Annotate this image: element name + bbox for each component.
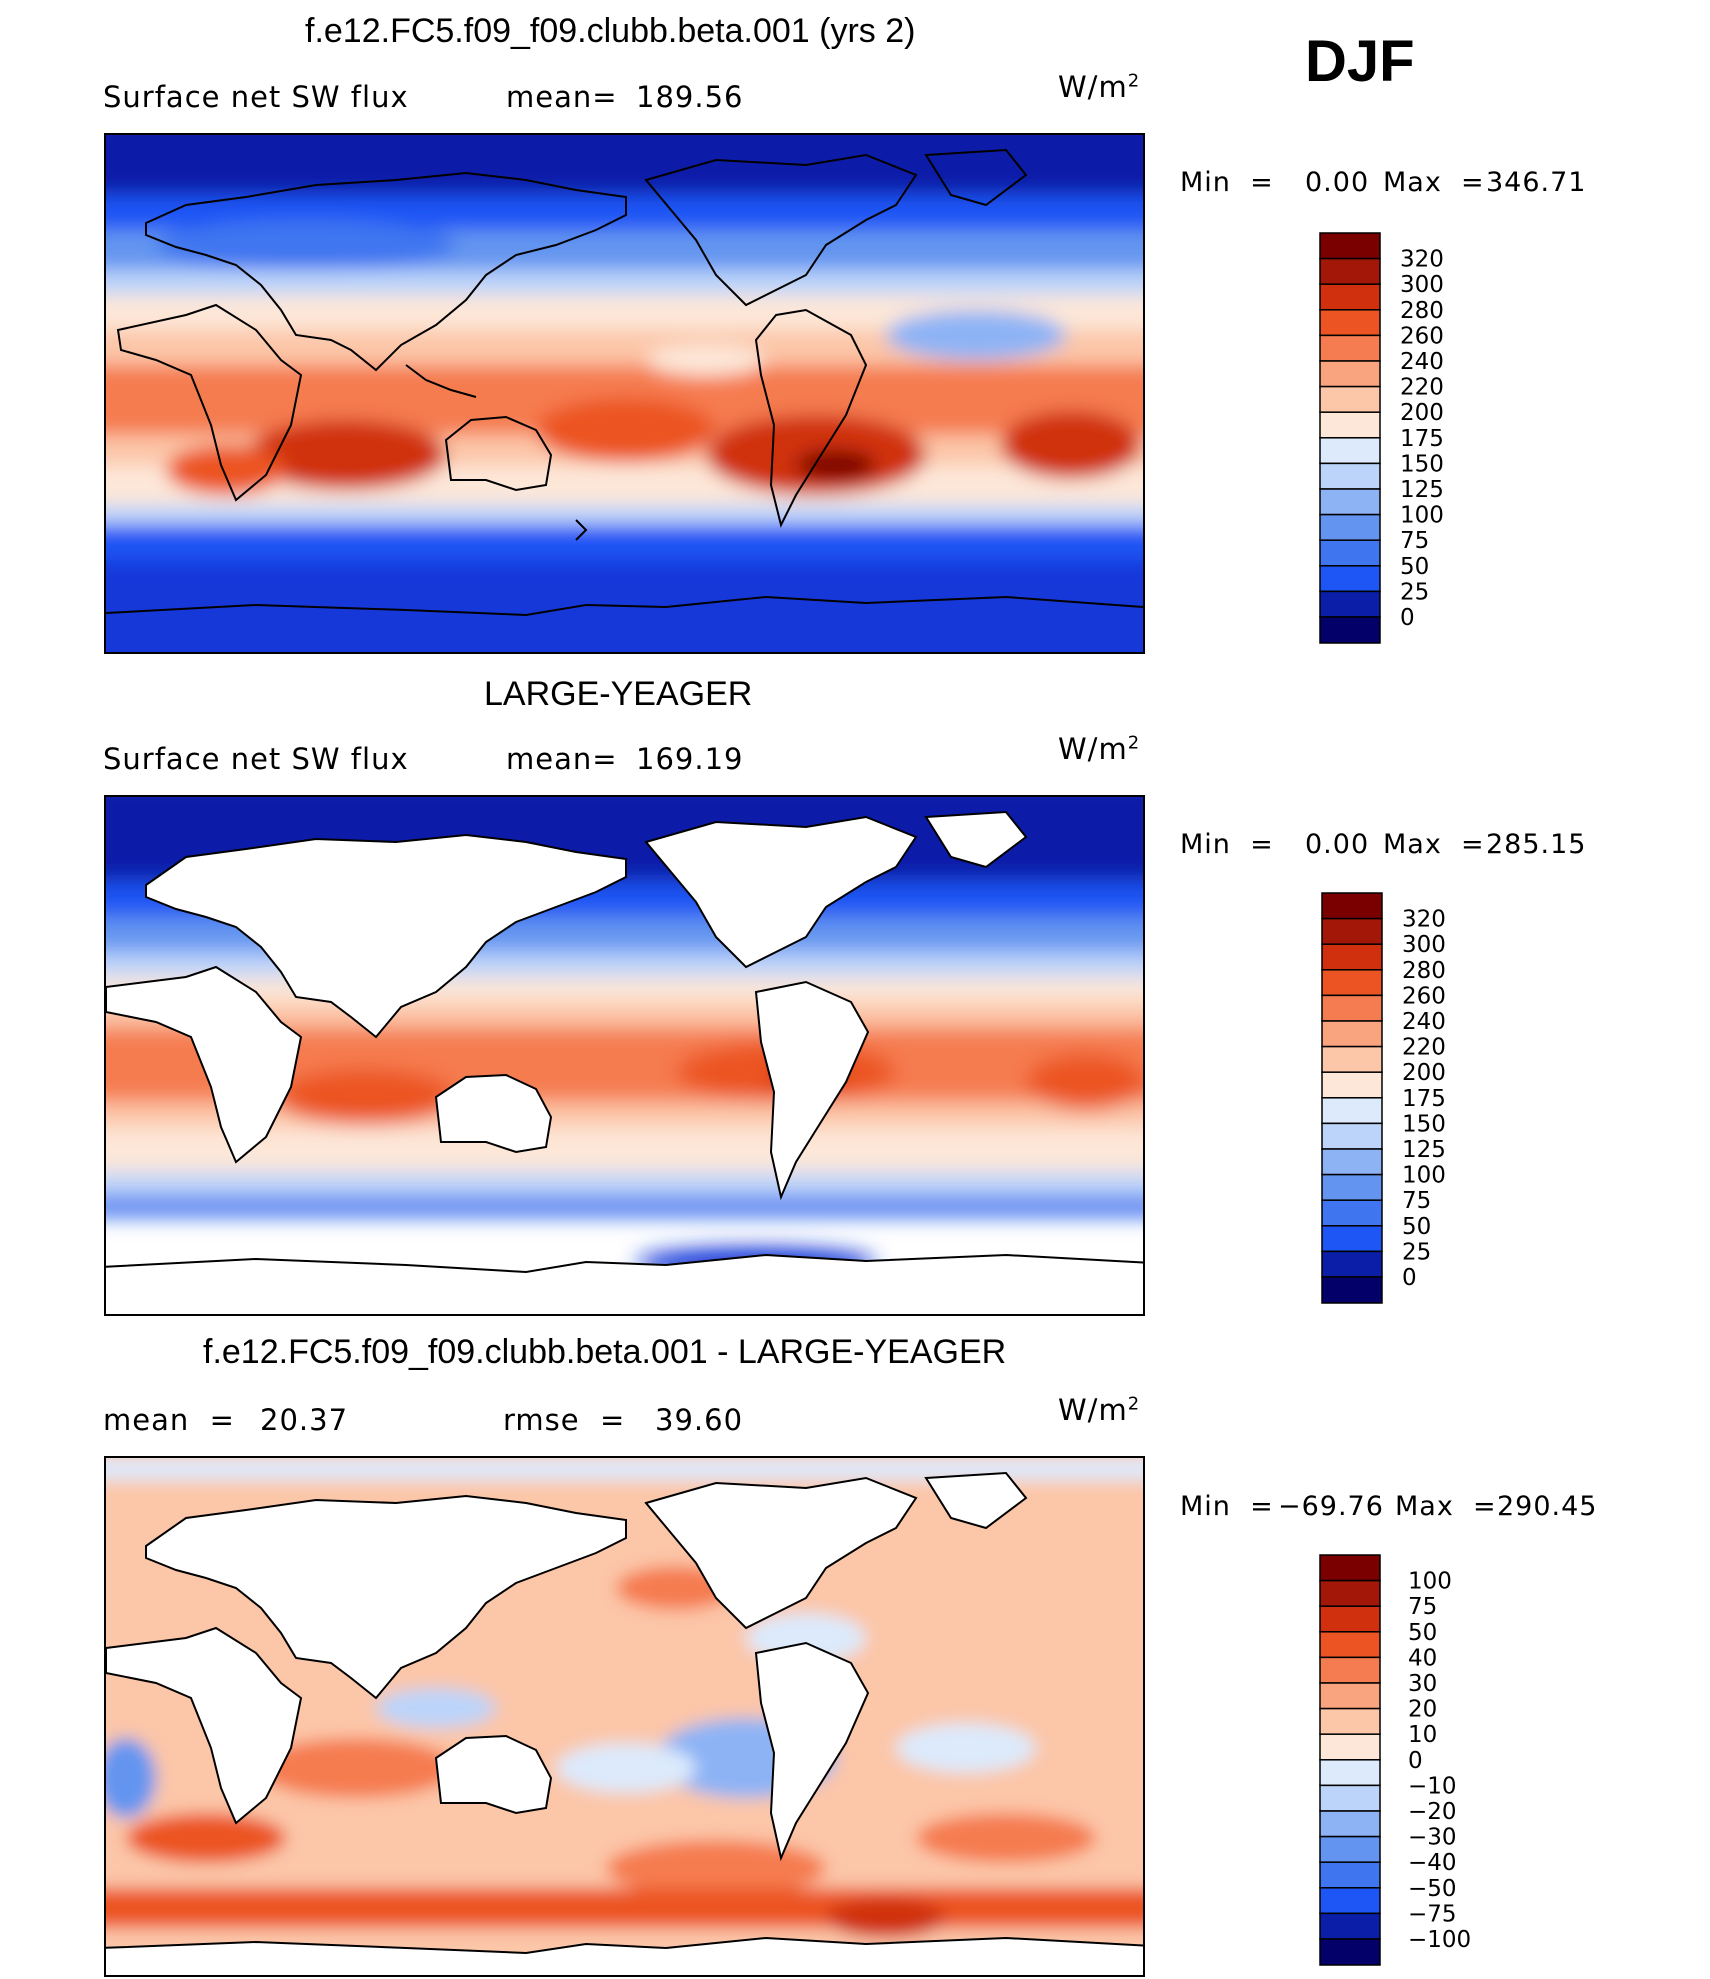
colorbar-tick-label: 200: [1402, 1060, 1446, 1086]
units-exponent: 2: [1127, 70, 1141, 92]
colorbar-tick-label: 20: [1408, 1697, 1437, 1723]
colorbar-tick-label: 125: [1400, 477, 1444, 503]
colorbar-tick-label: 50: [1400, 554, 1429, 580]
colorbar-tick-label: 220: [1402, 1035, 1446, 1061]
colorbar-tick-label: 280: [1400, 298, 1444, 324]
units-base: W/m: [1058, 732, 1128, 766]
panel-3-title: f.e12.FC5.f09_f09.clubb.beta.001 - LARGE…: [203, 1333, 1007, 1371]
colorbar-tick-label: 0: [1402, 1265, 1417, 1291]
colorbar-tick-label: 50: [1402, 1214, 1431, 1240]
colorbar-tick-label: 300: [1400, 272, 1444, 298]
colorbar-tick-label: −40: [1408, 1850, 1457, 1876]
colorbar-tick-label: 100: [1402, 1163, 1446, 1189]
panel-2-variable: Surface net SW flux: [103, 742, 409, 776]
colorbar-tick-label: 100: [1400, 503, 1444, 529]
panel-1-map: [104, 133, 1145, 654]
colorbar-swatches: [1319, 1554, 1381, 1966]
colorbar-tick-label: −100: [1408, 1927, 1471, 1953]
panel-3-rmse-value: 39.60: [655, 1403, 744, 1437]
panel-2-units: W/m2: [1058, 732, 1140, 766]
panel-1-max-label: Max =: [1383, 167, 1485, 198]
panel-1-mean-label: mean=: [506, 80, 618, 114]
panel-2-map: [104, 795, 1145, 1316]
panel-3-colorbar: 100 75 50 40 30 20 10 0 −10 −20 −30 −40 −50 −75 −100: [1319, 1554, 1530, 1966]
colorbar-tick-label: 125: [1402, 1137, 1446, 1163]
panel-2-title: LARGE-YEAGER: [484, 675, 753, 713]
panel-3-mean-label: mean =: [103, 1403, 235, 1437]
colorbar-tick-label: −10: [1408, 1773, 1457, 1799]
panel-1-max-value: 346.71: [1486, 167, 1587, 198]
colorbar-tick-label: 150: [1402, 1111, 1446, 1137]
units-base: W/m: [1058, 1393, 1128, 1427]
panel-2-mean-label: mean=: [506, 742, 618, 776]
colorbar-tick-label: 280: [1402, 958, 1446, 984]
colorbar-tick-label: 10: [1408, 1722, 1437, 1748]
panel-3-map: [104, 1456, 1145, 1977]
colorbar-tick-label: 40: [1408, 1645, 1437, 1671]
colorbar-tick-label: 100: [1408, 1569, 1452, 1595]
colorbar-tick-label: 0: [1408, 1748, 1423, 1774]
panel-3-rmse-label: rmse =: [503, 1403, 626, 1437]
panel-1-min-label: Min =: [1180, 167, 1274, 198]
colorbar-tick-label: 220: [1400, 375, 1444, 401]
colorbar-swatches: [1321, 892, 1383, 1304]
colorbar-tick-label: −50: [1408, 1876, 1457, 1902]
units-base: W/m: [1058, 70, 1128, 104]
colorbar-tick-label: 150: [1400, 451, 1444, 477]
colorbar-tick-label: 240: [1402, 1009, 1446, 1035]
colorbar-tick-label: 25: [1402, 1239, 1431, 1265]
colorbar-tick-label: 25: [1400, 579, 1429, 605]
colorbar-tick-label: −75: [1408, 1901, 1457, 1927]
panel-1-variable: Surface net SW flux: [103, 80, 409, 114]
season-label: DJF: [1305, 29, 1415, 94]
colorbar-tick-label: 75: [1408, 1594, 1437, 1620]
panel-1-title: f.e12.FC5.f09_f09.clubb.beta.001 (yrs 2): [305, 12, 916, 50]
panel-1-colorbar: 320 300 280 260 240 220 200 175 150 125 100 75 50 25 0: [1319, 232, 1520, 644]
panel-1-units: W/m2: [1058, 70, 1140, 104]
panel-3-max-value: 290.45: [1497, 1491, 1598, 1522]
panel-3-min-value: −69.76: [1278, 1491, 1384, 1522]
colorbar-tick-label: 50: [1408, 1620, 1437, 1646]
panel-3-min-label: Min =: [1180, 1491, 1274, 1522]
colorbar-tick-label: 240: [1400, 349, 1444, 375]
colorbar-tick-label: 75: [1402, 1188, 1431, 1214]
panel-2-max-label: Max =: [1383, 829, 1485, 860]
colorbar-tick-label: 175: [1402, 1086, 1446, 1112]
colorbar-tick-label: 260: [1400, 323, 1444, 349]
colorbar-tick-label: 320: [1402, 907, 1446, 933]
panel-2-mean-value: 169.19: [636, 742, 744, 776]
panel-3-max-label: Max =: [1395, 1491, 1497, 1522]
colorbar-tick-label: −30: [1408, 1825, 1457, 1851]
panel-2-min-value: 0.00: [1305, 829, 1370, 860]
panel-3-mean-value: 20.37: [260, 1403, 349, 1437]
units-exponent: 2: [1127, 1393, 1141, 1415]
colorbar-tick-label: 175: [1400, 426, 1444, 452]
panel-2-colorbar: 320 300 280 260 240 220 200 175 150 125 100 75 50 25 0: [1321, 892, 1522, 1304]
panel-1-min-value: 0.00: [1305, 167, 1370, 198]
colorbar-tick-label: 30: [1408, 1671, 1437, 1697]
panel-2-max-value: 285.15: [1486, 829, 1587, 860]
colorbar-swatches: [1319, 232, 1381, 644]
colorbar-tick-label: 320: [1400, 247, 1444, 273]
panel-1-mean-value: 189.56: [636, 80, 744, 114]
colorbar-tick-label: 0: [1400, 605, 1415, 631]
colorbar-tick-label: 200: [1400, 400, 1444, 426]
colorbar-tick-label: −20: [1408, 1799, 1457, 1825]
colorbar-tick-label: 260: [1402, 983, 1446, 1009]
panel-2-min-label: Min =: [1180, 829, 1274, 860]
panel-3-units: W/m2: [1058, 1393, 1140, 1427]
units-exponent: 2: [1127, 732, 1141, 754]
colorbar-tick-label: 300: [1402, 932, 1446, 958]
colorbar-tick-label: 75: [1400, 528, 1429, 554]
